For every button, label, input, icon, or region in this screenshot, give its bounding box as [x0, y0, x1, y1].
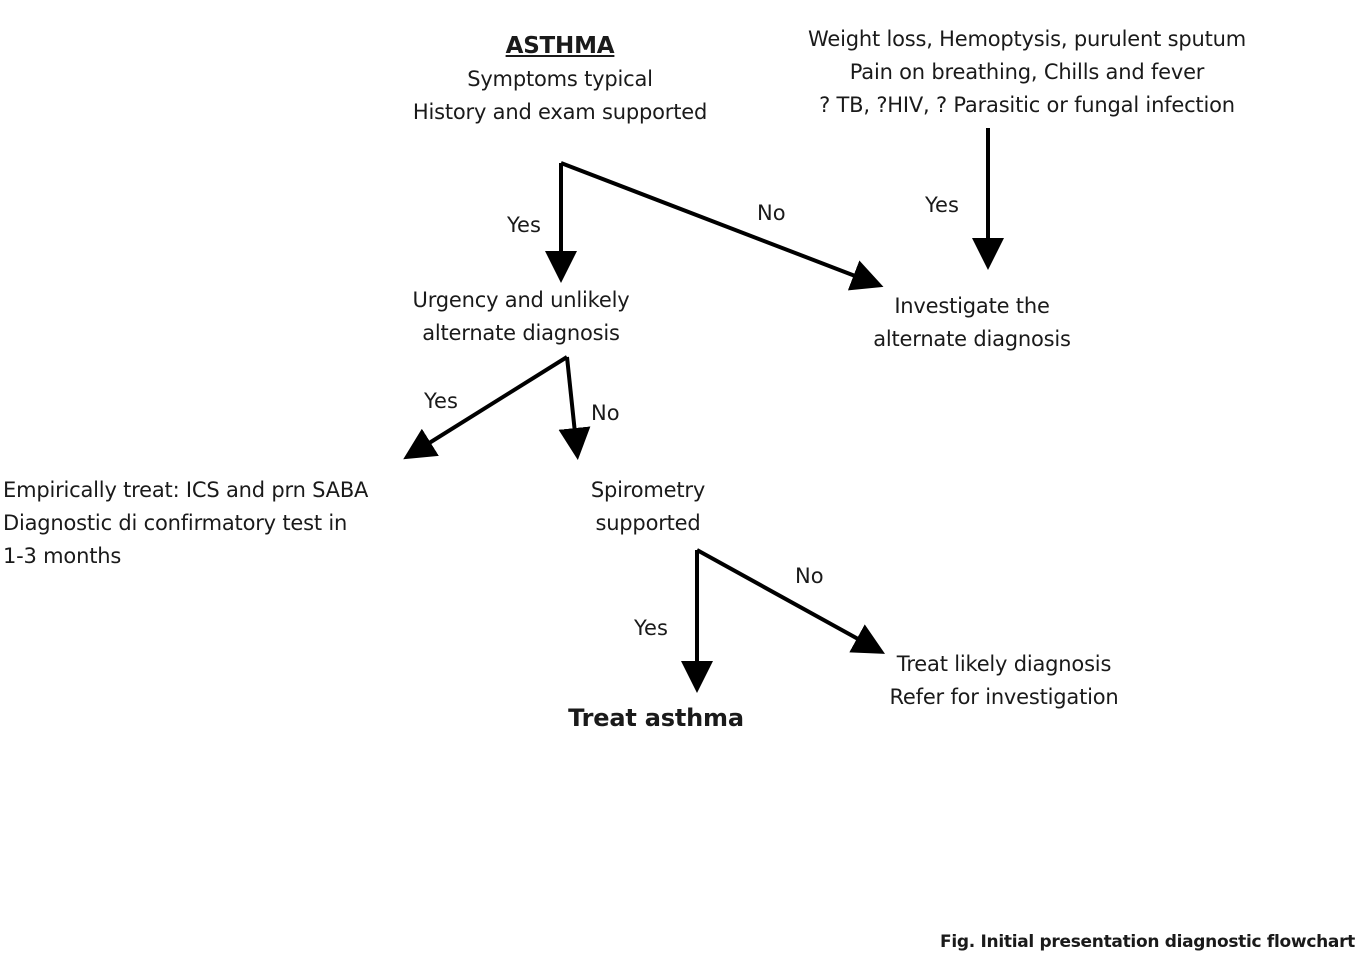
edge-label-urgency-no: No	[591, 401, 620, 425]
node-treat-asthma-label: Treat asthma	[568, 704, 744, 732]
edge-urgency-to-empirical	[403, 355, 569, 460]
node-spirometry-line2: supported	[595, 511, 701, 535]
node-red-flags: Weight loss, Hemoptysis, purulent sputum…	[780, 23, 1274, 122]
node-urgency: Urgency and unlikely alternate diagnosis	[386, 284, 656, 350]
node-investigate: Investigate the alternate diagnosis	[846, 290, 1098, 356]
node-red-flags-line1: Weight loss, Hemoptysis, purulent sputum	[808, 27, 1246, 51]
node-treat-likely-line2: Refer for investigation	[889, 685, 1119, 709]
figure-caption: Fig. Initial presentation diagnostic flo…	[940, 932, 1355, 952]
edge-label-asthma-yes: Yes	[507, 213, 541, 237]
node-asthma: ASTHMA Symptoms typical History and exam…	[380, 30, 740, 129]
edge-label-urgency-yes: Yes	[424, 389, 458, 413]
node-red-flags-line2: Pain on breathing, Chills and fever	[849, 60, 1205, 84]
node-spirometry-line1: Spirometry	[590, 478, 706, 502]
node-treat-likely: Treat likely diagnosis Refer for investi…	[866, 648, 1142, 714]
node-asthma-line1: Symptoms typical	[467, 67, 653, 91]
node-urgency-line1: Urgency and unlikely	[412, 288, 630, 312]
node-empirical-line1: Empirically treat: ICS and prn SABA	[3, 478, 369, 502]
node-urgency-line2: alternate diagnosis	[422, 321, 620, 345]
node-investigate-line1: Investigate the	[894, 294, 1050, 318]
node-empirical-line2: Diagnostic di confirmatory test in	[3, 511, 348, 535]
edge-spirometry-to-treat-likely	[696, 548, 886, 654]
node-asthma-line2: History and exam supported	[412, 100, 708, 124]
node-investigate-line2: alternate diagnosis	[873, 327, 1071, 351]
edge-label-asthma-no: No	[757, 201, 786, 225]
node-treat-asthma: Treat asthma	[556, 702, 756, 735]
node-spirometry: Spirometry supported	[568, 474, 728, 540]
edge-label-red-flags-yes: Yes	[925, 193, 959, 217]
node-treat-likely-line1: Treat likely diagnosis	[896, 652, 1112, 676]
node-asthma-title: ASTHMA	[505, 33, 615, 59]
edge-urgency-to-spirometry	[558, 356, 591, 460]
node-empirical: Empirically treat: ICS and prn SABA Diag…	[3, 474, 393, 573]
node-red-flags-line3: ? TB, ?HIV, ? Parasitic or fungal infect…	[819, 93, 1235, 117]
edge-label-spirometry-yes: Yes	[634, 616, 668, 640]
edge-label-spirometry-no: No	[795, 564, 824, 588]
edge-asthma-to-investigate	[560, 161, 884, 291]
node-empirical-line3: 1-3 months	[3, 544, 122, 568]
